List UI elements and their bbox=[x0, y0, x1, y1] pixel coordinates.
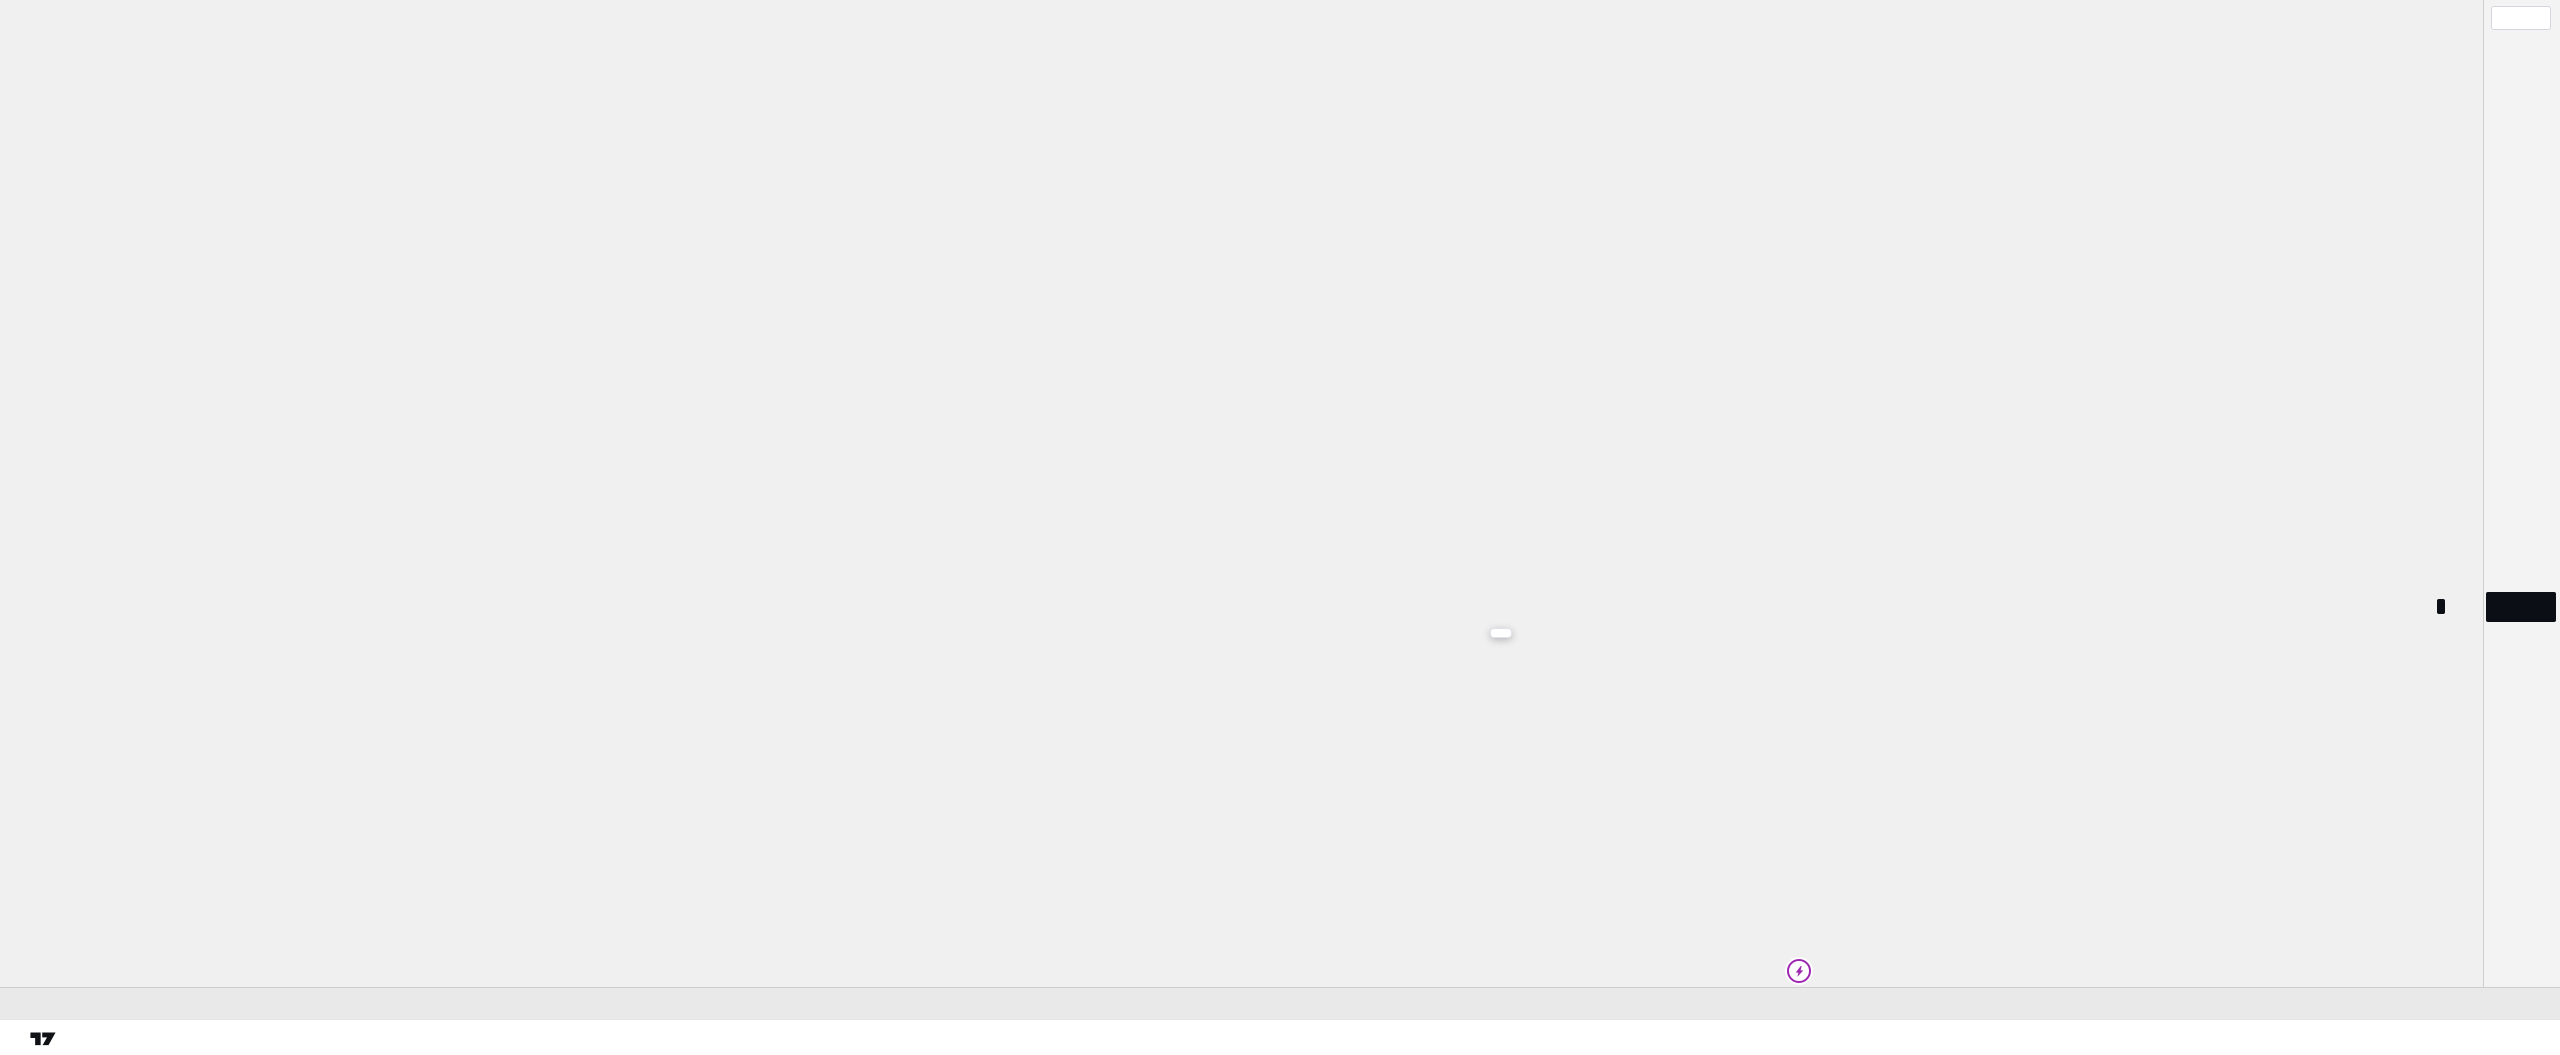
currency-toggle-button[interactable] bbox=[2491, 6, 2551, 30]
event-marker[interactable] bbox=[1787, 959, 1811, 983]
symbol-price-tag bbox=[2437, 599, 2445, 614]
footer-bar bbox=[0, 1019, 2560, 1055]
current-price-label bbox=[2486, 592, 2556, 622]
lightning-bolt-icon bbox=[1795, 965, 1803, 977]
price-scale[interactable] bbox=[2483, 0, 2560, 987]
tradingview-logo-icon bbox=[30, 1032, 56, 1046]
time-scale[interactable] bbox=[0, 987, 2560, 1020]
range-tool-tooltip bbox=[1490, 628, 1512, 638]
tradingview-logo[interactable] bbox=[28, 1027, 66, 1049]
symbol-legend bbox=[10, 5, 68, 37]
